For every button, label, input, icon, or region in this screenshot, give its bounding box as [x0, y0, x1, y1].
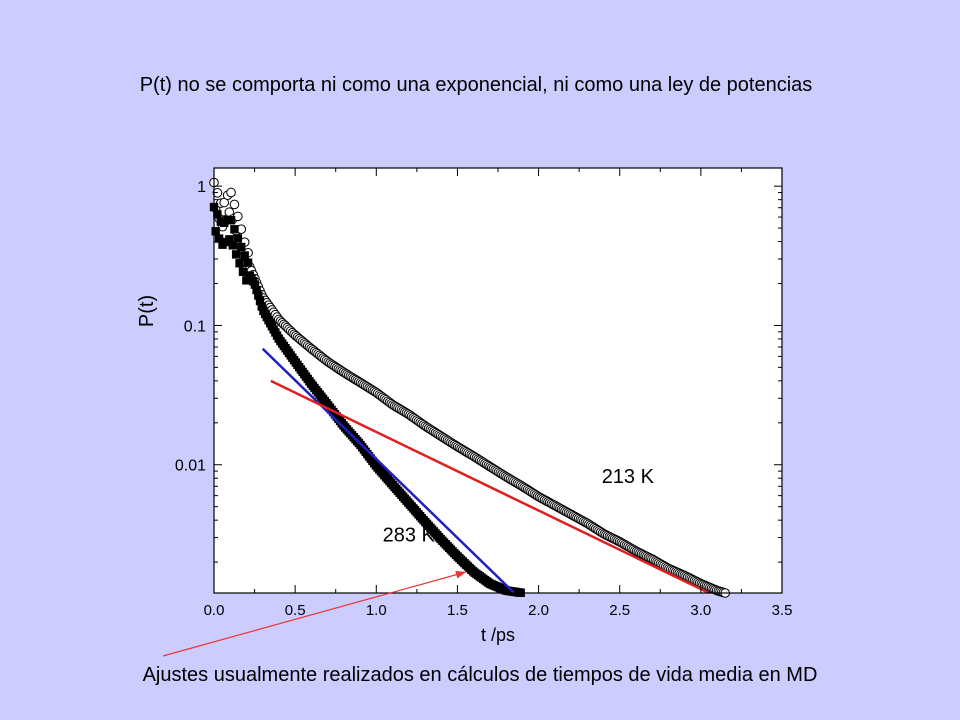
x-tick-label: 0.5	[285, 602, 306, 619]
x-tick-label: 2.5	[609, 602, 630, 619]
data-point	[229, 199, 240, 210]
data-point	[242, 276, 251, 285]
data-point	[231, 250, 241, 259]
axis-layer: 0.0 0.5 1.0 1.5 2.0 2.5 3.0 3.5 1 0.1 0.01	[175, 168, 793, 619]
data-point	[235, 259, 244, 268]
data-point	[252, 285, 261, 295]
data-point	[238, 267, 248, 277]
data-point	[237, 242, 246, 252]
data-point	[213, 210, 222, 219]
fit-line-2	[270, 379, 710, 595]
data-point	[214, 234, 224, 243]
data-point	[255, 296, 265, 306]
data-point	[226, 187, 236, 198]
footer-caption: Ajustes usualmente realizados en cálculo…	[142, 664, 818, 686]
data-point	[240, 251, 249, 260]
arrow-shaft	[162, 571, 467, 657]
y-axis-label: P(t)	[136, 295, 158, 327]
data-point	[254, 291, 263, 300]
slide-title: P(t) no se comporta ni como una exponenc…	[139, 74, 813, 96]
data-point	[257, 302, 266, 311]
x-tick-label: 1.5	[447, 602, 468, 619]
data-point	[243, 258, 253, 267]
y-tick-label: 0.1	[184, 318, 206, 335]
x-tick-label: 1.0	[366, 602, 387, 619]
x-tick-label: 3.0	[690, 602, 711, 619]
annotation-arrow	[162, 570, 467, 657]
arrow-head	[455, 570, 466, 579]
data-point	[225, 235, 234, 244]
fit-line-1	[261, 347, 516, 594]
x-tick-label: 2.0	[528, 602, 549, 619]
data-point	[230, 225, 239, 234]
series-annotation: 283 K	[383, 525, 436, 547]
data-layer	[209, 177, 731, 598]
data-point	[211, 227, 220, 236]
data-point	[233, 234, 243, 243]
data-point	[250, 280, 260, 289]
annotation-layer: 213 K 283 K	[383, 466, 655, 547]
data-point	[228, 241, 237, 250]
y-tick-label: 1	[197, 179, 206, 196]
x-axis-label: t /ps	[481, 625, 515, 645]
x-tick-label: 0.0	[204, 602, 225, 619]
y-tick-label: 0.01	[175, 458, 206, 475]
plot-background	[214, 168, 782, 593]
x-tick-label: 3.5	[772, 602, 793, 619]
series-annotation: 213 K	[602, 466, 655, 488]
data-point	[226, 216, 236, 225]
